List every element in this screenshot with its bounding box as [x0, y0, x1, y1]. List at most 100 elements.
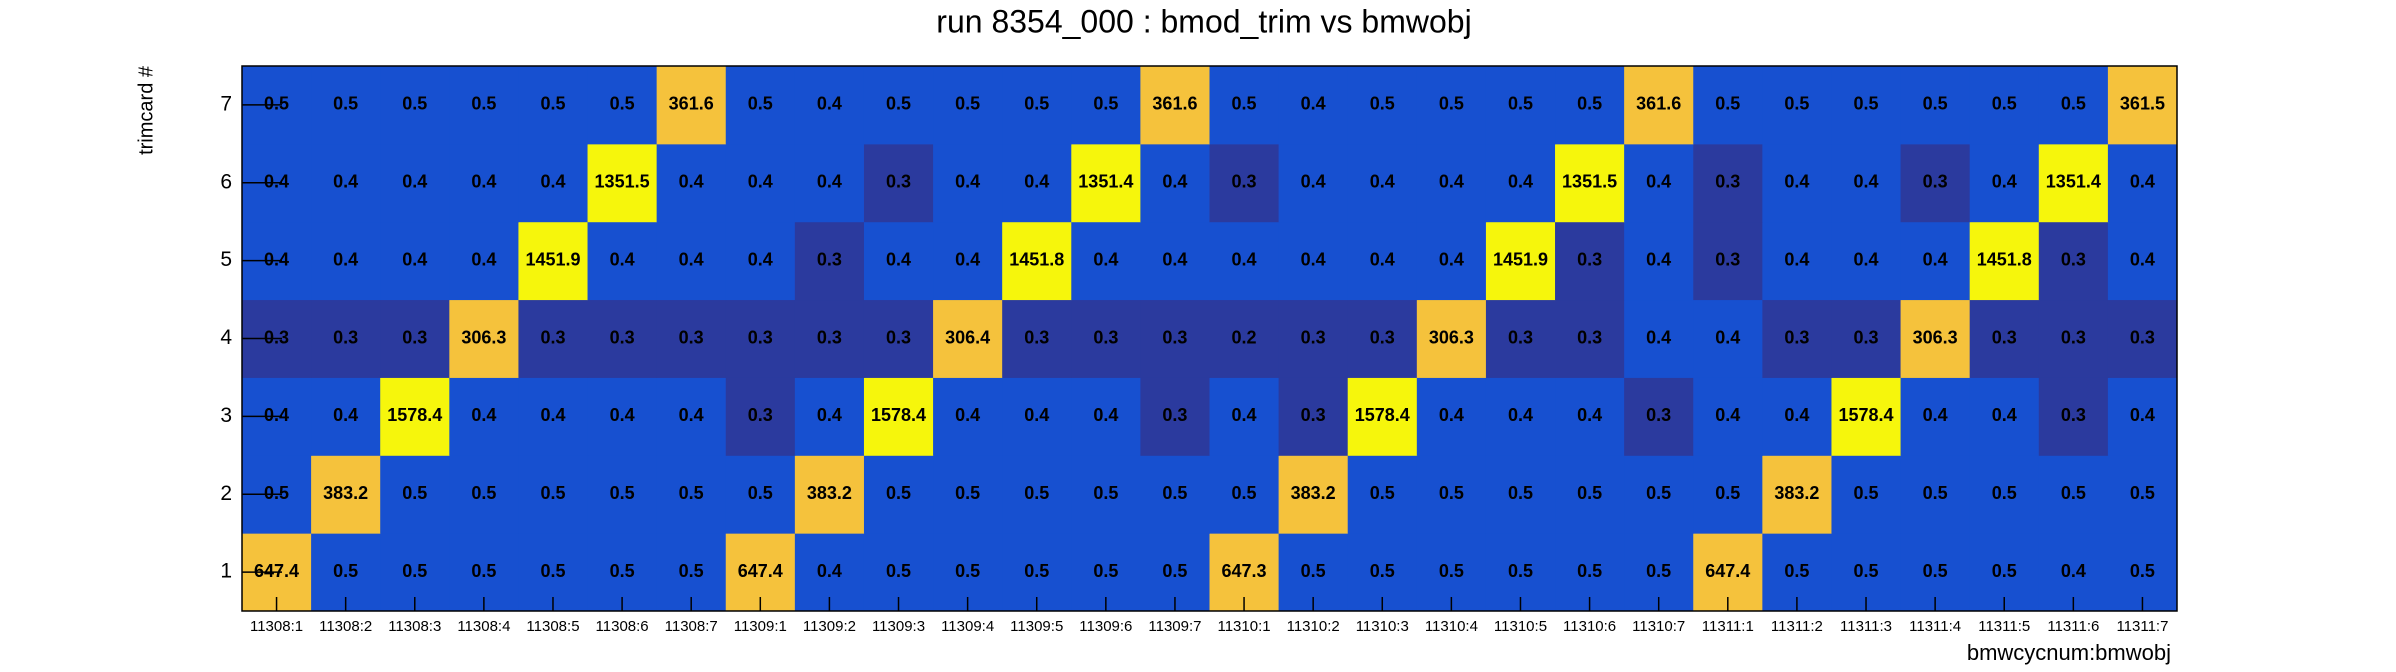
heatmap-cell — [1209, 66, 1280, 145]
heatmap-cell — [933, 143, 1003, 223]
cell-label: 0.3 — [540, 327, 565, 347]
cell-label: 0.4 — [333, 249, 358, 269]
cell-label: 0.5 — [540, 94, 565, 114]
cell-label: 0.4 — [1508, 405, 1533, 425]
cell-label: 0.4 — [1508, 172, 1533, 192]
heatmap-cell — [311, 377, 381, 456]
heatmap-cell — [1002, 143, 1072, 223]
cell-label: 0.5 — [1370, 561, 1395, 581]
heatmap-cell — [1485, 299, 1556, 378]
cell-label: 0.4 — [1024, 405, 1049, 425]
cell-label: 0.5 — [1854, 94, 1879, 114]
cell-label: 0.5 — [1854, 483, 1879, 503]
heatmap-cell — [1693, 143, 1763, 223]
cell-label: 0.4 — [1784, 405, 1809, 425]
heatmap-cell — [1555, 377, 1625, 456]
heatmap-cell — [2038, 66, 2109, 145]
heatmap-cell — [1969, 66, 2040, 145]
cell-label: 0.5 — [471, 94, 496, 114]
heatmap-cell — [587, 143, 658, 223]
heatmap-cell — [1347, 455, 1418, 534]
heatmap-cell — [1762, 143, 1832, 223]
heatmap-cell — [1831, 66, 1902, 145]
cell-label: 0.3 — [1715, 249, 1740, 269]
cell-label: 361.6 — [1152, 94, 1197, 114]
cell-label: 0.5 — [1784, 561, 1809, 581]
cell-label: 0.4 — [1162, 249, 1187, 269]
cell-label: 0.5 — [886, 483, 911, 503]
cell-label: 0.4 — [2130, 172, 2155, 192]
cell-label: 383.2 — [1774, 483, 1819, 503]
cell-label: 0.4 — [817, 172, 842, 192]
heatmap-cell — [1762, 221, 1832, 301]
x-tick-label: 11311:7 — [2116, 618, 2168, 635]
cell-label: 0.5 — [2130, 483, 2155, 503]
cell-label: 0.5 — [679, 483, 704, 503]
cell-label: 0.3 — [1508, 327, 1533, 347]
cell-label: 0.5 — [1923, 561, 1948, 581]
heatmap-cell — [1347, 299, 1418, 378]
cell-label: 0.3 — [2130, 327, 2155, 347]
heatmap-cell — [518, 221, 589, 301]
cell-label: 0.4 — [1992, 405, 2017, 425]
cell-label: 0.3 — [1992, 327, 2017, 347]
cell-label: 0.5 — [1093, 483, 1118, 503]
cell-label: 0.5 — [1508, 94, 1533, 114]
cell-label: 0.3 — [817, 249, 842, 269]
cell-label: 1451.8 — [1009, 249, 1064, 269]
heatmap-cell — [1002, 377, 1072, 456]
cell-label: 0.5 — [1646, 561, 1671, 581]
heatmap-cell — [1831, 221, 1902, 301]
heatmap-cell — [1140, 377, 1210, 456]
cell-label: 0.5 — [471, 483, 496, 503]
cell-label: 0.5 — [1992, 483, 2017, 503]
heatmap-cell — [794, 221, 865, 301]
heatmap-cell — [1140, 299, 1210, 378]
cell-label: 0.5 — [1784, 94, 1809, 114]
cell-label: 0.5 — [1923, 483, 1948, 503]
heatmap-cell — [518, 143, 589, 223]
cell-label: 0.5 — [1093, 94, 1118, 114]
cell-label: 0.5 — [1508, 561, 1533, 581]
heatmap-cell — [656, 66, 727, 145]
cell-label: 0.4 — [1093, 405, 1118, 425]
heatmap-cell — [725, 455, 796, 534]
heatmap-cell — [311, 221, 381, 301]
heatmap-cell — [656, 455, 727, 534]
heatmap-cell — [863, 377, 934, 456]
cell-label: 0.4 — [471, 172, 496, 192]
heatmap-cell — [1831, 299, 1902, 378]
cell-label: 0.5 — [471, 561, 496, 581]
heatmap-cell — [1347, 377, 1418, 456]
cell-label: 0.5 — [610, 483, 635, 503]
cell-label: 361.6 — [669, 94, 714, 114]
cell-label: 0.5 — [1992, 561, 2017, 581]
cell-label: 0.4 — [2130, 249, 2155, 269]
cell-label: 0.4 — [1577, 405, 1602, 425]
heatmap-cell — [1555, 455, 1625, 534]
heatmap-cell — [449, 455, 519, 534]
cell-label: 647.4 — [1705, 561, 1750, 581]
x-tick-label: 11310:7 — [1632, 618, 1685, 635]
cell-label: 0.3 — [333, 327, 358, 347]
y-tick-label: 3 — [220, 404, 232, 427]
heatmap-cell — [725, 221, 796, 301]
cell-label: 383.2 — [807, 483, 852, 503]
x-tick-label: 11311:3 — [1840, 618, 1892, 635]
y-tick-label: 6 — [220, 170, 232, 193]
cell-label: 0.3 — [264, 327, 289, 347]
heatmap-cell — [1209, 299, 1280, 378]
heatmap-cell — [1900, 143, 1971, 223]
heatmap-cell — [725, 66, 796, 145]
cell-label: 0.4 — [264, 249, 289, 269]
heatmap-cell — [794, 143, 865, 223]
cell-label: 0.5 — [748, 483, 773, 503]
heatmap-cell — [1762, 455, 1832, 534]
cell-label: 0.4 — [1232, 405, 1257, 425]
heatmap-cell — [725, 299, 796, 378]
heatmap-cell — [2107, 221, 2178, 301]
heatmap-cell — [380, 377, 450, 456]
heatmap-cell — [518, 66, 589, 145]
heatmap-cell — [1071, 455, 1141, 534]
cell-label: 361.5 — [2120, 94, 2165, 114]
